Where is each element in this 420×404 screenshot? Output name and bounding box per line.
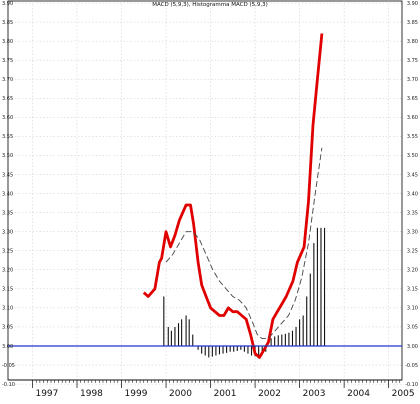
x-tick-label: 2000: [169, 389, 192, 399]
y-tick-label-left: 3.45: [2, 172, 13, 178]
chart-title: MACD (5,9,3), Histogramma MACD (5,9,3): [152, 2, 268, 8]
y-tick-label-right: 3.10: [407, 306, 418, 312]
x-tick-label: 1998: [80, 389, 103, 399]
y-tick-label-right: 3.45: [407, 172, 418, 178]
y-tick-label-left: 3.30: [2, 229, 13, 235]
y-tick-label-left: 3.35: [2, 210, 13, 216]
y-tick-label-right: -0.05: [405, 363, 418, 369]
y-tick-label-right: 3.55: [407, 134, 418, 140]
y-tick-label-right: 3.15: [407, 287, 418, 293]
y-tick-label-right: 3.75: [407, 58, 418, 64]
macd-line: [142, 33, 324, 359]
y-tick-label-right: 3.80: [407, 39, 418, 45]
y-tick-label-right: -0.10: [405, 382, 418, 388]
y-tick-label-left: 3.55: [2, 134, 13, 140]
x-tick-label: 2004: [347, 389, 370, 399]
y-tick-label-right: 3.85: [407, 20, 418, 26]
y-tick-label-right: 3.05: [407, 325, 418, 331]
y-tick-label-left: 3.05: [2, 325, 13, 331]
y-tick-label-left: 3.15: [2, 287, 13, 293]
series-lines: [8, 33, 402, 359]
y-tick-label-right: 3.70: [407, 77, 418, 83]
y-tick-label-right: 3.40: [407, 191, 418, 197]
histogram-bars: [163, 227, 326, 358]
y-tick-label-left: 3.65: [2, 96, 13, 102]
x-tick-label: 2003: [303, 389, 326, 399]
x-tick-label: 2002: [258, 389, 281, 399]
x-tick-label: 1999: [125, 389, 148, 399]
signal-line: [165, 147, 323, 339]
y-tick-label-left: 3.60: [2, 115, 13, 121]
y-tick-label-left: 3.90: [2, 1, 13, 7]
y-tick-label-right: 3.50: [407, 153, 418, 159]
y-tick-label-left: 3.40: [2, 191, 13, 197]
y-tick-label-left: 3.10: [2, 306, 13, 312]
y-tick-label-right: 3.35: [407, 210, 418, 216]
y-tick-label-right: 3.60: [407, 115, 418, 121]
y-tick-label-left: 3.70: [2, 77, 13, 83]
y-tick-label-right: 3.30: [407, 229, 418, 235]
y-tick-label-right: 3.20: [407, 268, 418, 274]
y-tick-label-left: 3.85: [2, 20, 13, 26]
y-tick-label-right: 3.00: [407, 344, 418, 350]
y-tick-label-left: 3.75: [2, 58, 13, 64]
y-tick-label-left: -0.05: [2, 363, 15, 369]
x-tick-label: 2005: [392, 389, 415, 399]
grid-lines: [8, 1, 402, 404]
y-tick-label-right: 3.90: [407, 1, 418, 7]
y-tick-label-left: 3.80: [2, 39, 13, 45]
plot-area: [7, 0, 403, 381]
y-tick-label-left: 3.20: [2, 268, 13, 274]
y-tick-label-right: 3.65: [407, 96, 418, 102]
y-tick-label-right: 3.25: [407, 249, 418, 255]
x-tick-label: 1997: [35, 389, 58, 399]
y-tick-label-left: -0.10: [2, 382, 15, 388]
y-tick-label-left: 3.00: [2, 344, 13, 350]
plot-frame: [7, 0, 403, 381]
x-tick-label: 2001: [214, 389, 237, 399]
y-tick-label-left: 3.50: [2, 153, 13, 159]
y-tick-label-left: 3.25: [2, 249, 13, 255]
